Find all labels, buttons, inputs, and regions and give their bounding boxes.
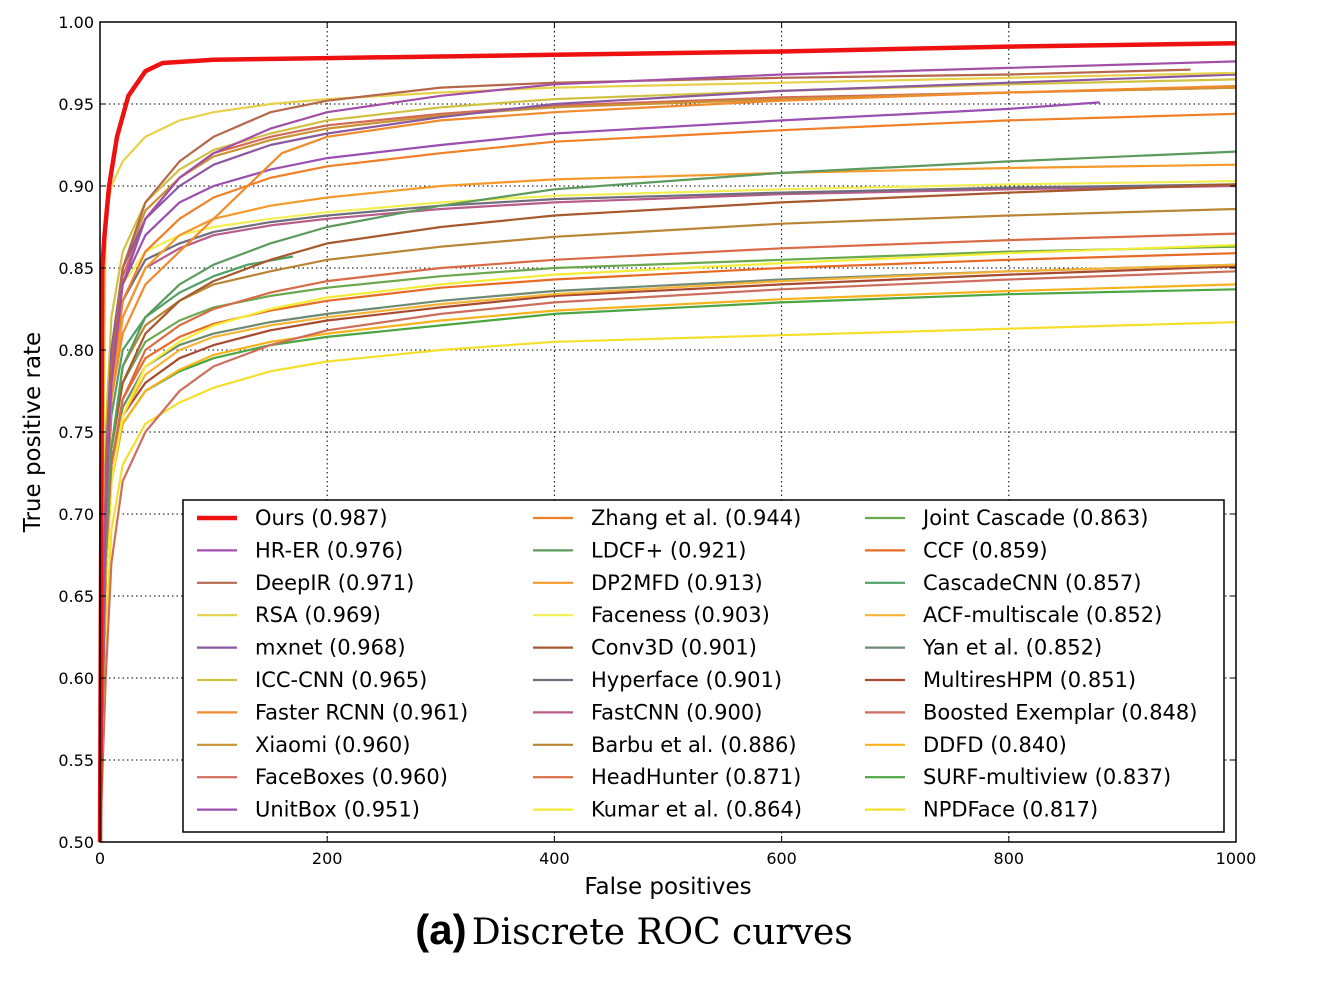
legend: Ours (0.987) HR-ER (0.976) DeepIR (0.971) R… [182, 499, 1225, 833]
caption-label: (a) [415, 906, 467, 953]
y-tick-label: 0.95 [58, 95, 94, 114]
legend-entry: Boosted Exemplar (0.848) [923, 700, 1197, 724]
legend-entry: SURF-multiview (0.837) [923, 765, 1171, 789]
x-tick-label: 600 [766, 849, 797, 868]
legend-entry: Faceness (0.903) [591, 603, 770, 627]
y-tick-label: 0.80 [58, 341, 94, 360]
y-axis-label: True positive rate [20, 332, 46, 533]
legend-entry: HR-ER (0.976) [255, 538, 403, 562]
series-line-headhunter [98, 232, 1237, 843]
y-tick-label: 0.55 [58, 751, 94, 770]
series-line-hr-er [98, 60, 1237, 843]
series-group [97, 41, 1237, 843]
legend-entry: Joint Cascade (0.863) [921, 506, 1148, 530]
legend-entry: DP2MFD (0.913) [591, 571, 763, 595]
y-tick-label: 0.65 [58, 587, 94, 606]
legend-entry: UnitBox (0.951) [255, 798, 420, 822]
legend-entry: FaceBoxes (0.960) [255, 765, 448, 789]
legend-entry: Kumar et al. (0.864) [591, 798, 802, 822]
series-line-boosted-exemplar [98, 270, 1237, 843]
x-tick-label: 0 [95, 849, 105, 868]
x-tick-label: 1000 [1216, 849, 1257, 868]
legend-entry: NPDFace (0.817) [923, 798, 1098, 822]
y-tick-label: 0.60 [58, 669, 94, 688]
legend-entry: MultiresHPM (0.851) [923, 668, 1136, 692]
y-tick-label: 0.50 [58, 833, 94, 852]
legend-entry: Conv3D (0.901) [591, 636, 757, 660]
legend-entry: Faster RCNN (0.961) [255, 700, 468, 724]
x-tick-label: 800 [994, 849, 1025, 868]
legend-entry: RSA (0.969) [255, 603, 381, 627]
legend-entry: DDFD (0.840) [923, 733, 1067, 757]
series-line-faster-rcnn [98, 84, 1237, 843]
legend-entry: CascadeCNN (0.857) [923, 571, 1141, 595]
legend-entry: LDCF+ (0.921) [591, 538, 746, 562]
legend-entry: ICC-CNN (0.965) [255, 668, 427, 692]
y-tick-label: 1.00 [58, 13, 94, 32]
series-line-mxnet [98, 73, 1237, 843]
y-tick-label: 0.70 [58, 505, 94, 524]
legend-entry: mxnet (0.968) [255, 636, 406, 660]
legend-entry: CCF (0.859) [923, 538, 1048, 562]
legend-entry: ACF-multiscale (0.852) [923, 603, 1162, 627]
series-line-deepir [98, 68, 1191, 843]
legend-box [182, 499, 1225, 833]
legend-entry: Hyperface (0.901) [591, 668, 782, 692]
legend-entry: HeadHunter (0.871) [591, 765, 801, 789]
series-line-rsa [98, 71, 1237, 843]
y-tick-label: 0.90 [58, 177, 94, 196]
figure-caption: (a) Discrete ROC curves [0, 906, 1268, 954]
ticks: 0 200 400 600 800 1000 0.50 0.55 0.60 0.65 0.70 0.7… [58, 13, 1256, 868]
x-tick-label: 400 [539, 849, 570, 868]
x-axis-label: False positives [584, 874, 751, 900]
legend-entry: Yan et al. (0.852) [922, 636, 1102, 660]
series-line-ldcf [98, 150, 1237, 843]
y-tick-label: 0.75 [58, 423, 94, 442]
y-tick-label: 0.85 [58, 259, 94, 278]
series-line-npdface [98, 321, 1237, 843]
x-tick-label: 200 [312, 849, 343, 868]
legend-entry: FastCNN (0.900) [591, 700, 762, 724]
legend-entry: Barbu et al. (0.886) [591, 733, 797, 757]
legend-entry: Ours (0.987) [255, 506, 388, 530]
caption-text: Discrete ROC curves [471, 912, 853, 953]
series-line-kumar-et-al [98, 243, 1237, 843]
roc-chart: 0 200 400 600 800 1000 0.50 0.55 0.60 0.65 0.70 0.7… [20, 13, 1256, 900]
legend-entry: DeepIR (0.971) [255, 571, 414, 595]
legend-entry: Xiaomi (0.960) [255, 733, 410, 757]
series-line-ours [97, 41, 1237, 843]
legend-entry: Zhang et al. (0.944) [591, 506, 801, 530]
